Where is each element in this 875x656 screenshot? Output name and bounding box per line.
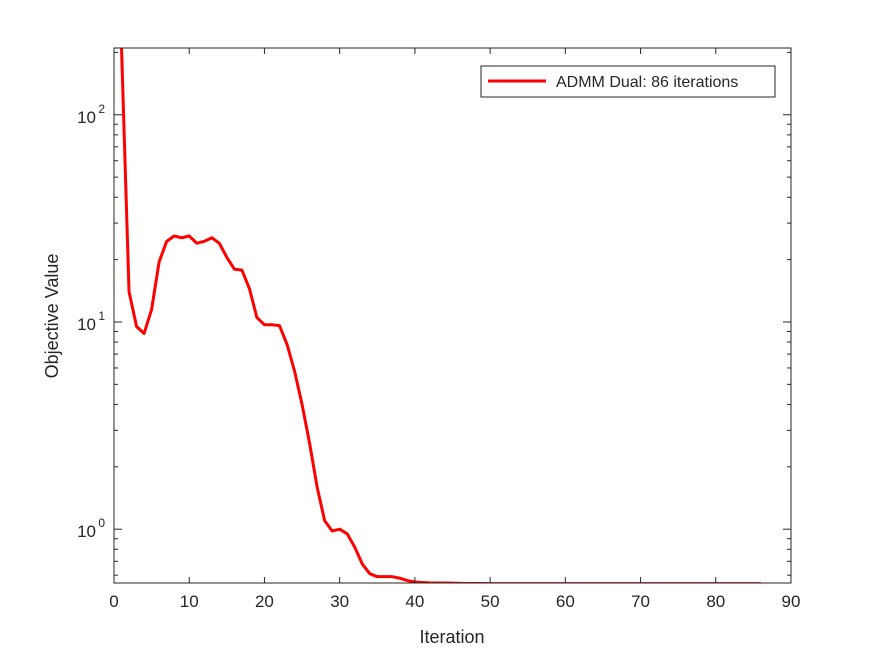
legend: ADMM Dual: 86 iterations: [480, 65, 776, 98]
legend-entry-label: ADMM Dual: 86 iterations: [556, 74, 738, 91]
y-tick-exponent: 1: [98, 309, 105, 323]
x-axis-label: Iteration: [419, 627, 484, 647]
y-tick-label: 10: [77, 522, 96, 541]
axes-box: [113, 47, 792, 584]
x-tick-label: 70: [631, 592, 650, 611]
plot-layer: [120, 48, 761, 583]
x-tick-label: 40: [405, 592, 424, 611]
x-tick-label: 50: [481, 592, 500, 611]
x-tick-label: 10: [180, 592, 199, 611]
series-line: [120, 48, 761, 583]
x-tick-label: 20: [255, 592, 274, 611]
y-tick-label: 10: [77, 108, 96, 127]
y-tick-exponent: 2: [98, 102, 105, 116]
y-tick-exponent: 0: [98, 516, 105, 530]
x-tick-label: 80: [706, 592, 725, 611]
y-tick-label: 10: [77, 315, 96, 334]
x-tick-label: 90: [782, 592, 801, 611]
y-axis-label: Objective Value: [42, 254, 62, 379]
x-tick-label: 30: [330, 592, 349, 611]
x-tick-label: 0: [109, 592, 118, 611]
x-tick-label: 60: [556, 592, 575, 611]
